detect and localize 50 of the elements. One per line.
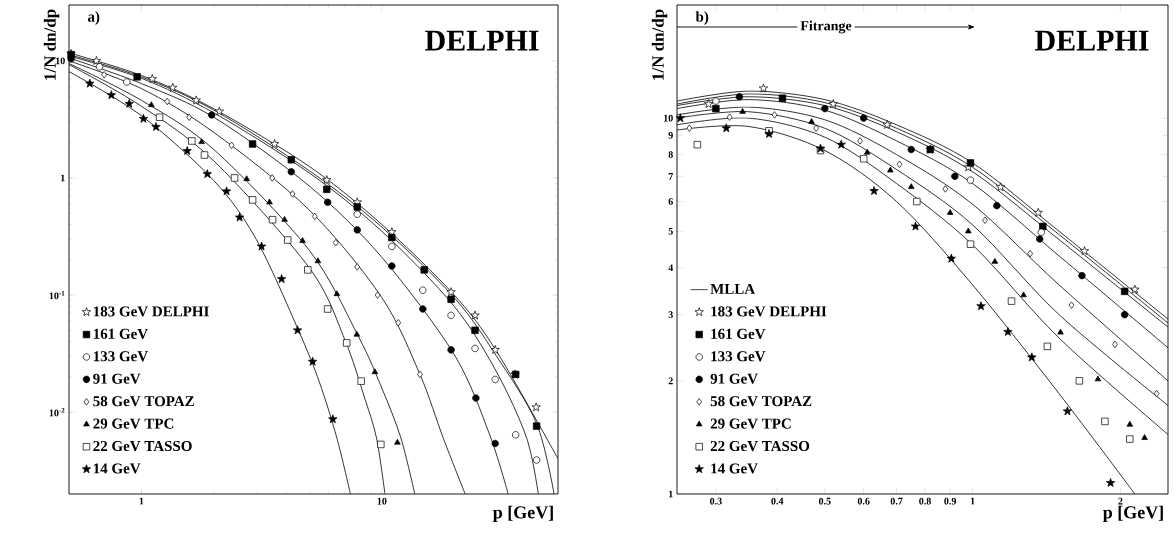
annotation: Fitrange bbox=[800, 20, 852, 34]
legend-label: 14 GeV bbox=[93, 463, 141, 474]
y-tick-label: 2 bbox=[668, 377, 673, 385]
x-tick-label: 0.4 bbox=[771, 497, 784, 505]
legend-label: 29 GeV TPC bbox=[93, 418, 174, 429]
legend-label: 14 GeV bbox=[711, 463, 758, 474]
annotation: DELPHI bbox=[425, 30, 539, 51]
x-axis-title: p [GeV] bbox=[1102, 505, 1163, 523]
legend-label: 183 GeV DELPHI bbox=[711, 306, 827, 317]
x-tick-label: 10 bbox=[377, 497, 387, 505]
legend-label: MLLA bbox=[710, 283, 756, 294]
legend-label: 133 GeV bbox=[93, 351, 148, 362]
y-tick-label: 4 bbox=[668, 264, 674, 271]
y-axis-title: 1/N dn/dp bbox=[651, 9, 668, 80]
x-tick-label: 0.6 bbox=[857, 497, 870, 505]
legend-label: 22 GeV TASSO bbox=[710, 441, 810, 452]
y-tick-label: 9 bbox=[668, 131, 673, 139]
x-tick-label: 0.8 bbox=[919, 497, 931, 505]
x-axis-title: p [GeV] bbox=[492, 505, 553, 523]
y-tick-label: 10$^{-1}$ bbox=[49, 290, 65, 300]
annotation: b) bbox=[695, 11, 709, 25]
legend-label: 22 GeV TASSO bbox=[93, 441, 192, 452]
y-tick-label: 8 bbox=[668, 151, 673, 158]
y-tick-label: 10$^{-2}$ bbox=[49, 407, 65, 417]
x-tick-label: 0.3 bbox=[710, 497, 722, 505]
legend-label: 58 GeV TOPAZ bbox=[710, 396, 812, 407]
y-tick-label: 10 bbox=[664, 114, 673, 122]
legend-label: 133 GeV bbox=[711, 351, 766, 362]
x-tick-label: 0.9 bbox=[944, 497, 957, 505]
y-tick-label: 1 bbox=[61, 174, 65, 182]
legend-label: 91 GeV bbox=[710, 373, 758, 384]
y-tick-label: 3 bbox=[668, 311, 673, 319]
x-tick-label: 1 bbox=[139, 497, 144, 505]
legend-label: 91 GeV bbox=[93, 373, 141, 384]
x-tick-label: 1 bbox=[970, 497, 975, 505]
y-tick-label: 6 bbox=[668, 198, 673, 205]
legend-label: 183 GeV DELPHI bbox=[93, 306, 209, 317]
annotation: a) bbox=[87, 11, 100, 25]
y-tick-label: 5 bbox=[668, 227, 673, 235]
annotation: DELPHI bbox=[1035, 30, 1149, 51]
y-tick-label: 10 bbox=[56, 57, 65, 65]
legend-label: 161 GeV bbox=[93, 328, 148, 339]
legend-label: 58 GeV TOPAZ bbox=[93, 396, 194, 407]
legend-label: 161 GeV bbox=[711, 328, 766, 339]
y-tick-label: 7 bbox=[668, 173, 673, 180]
y-tick-label: 1 bbox=[669, 490, 673, 498]
x-tick-label: 2 bbox=[1118, 497, 1123, 505]
legend-label: 29 GeV TPC bbox=[710, 418, 791, 429]
x-tick-label: 0.7 bbox=[890, 497, 903, 505]
x-tick-label: 0.5 bbox=[818, 497, 831, 505]
